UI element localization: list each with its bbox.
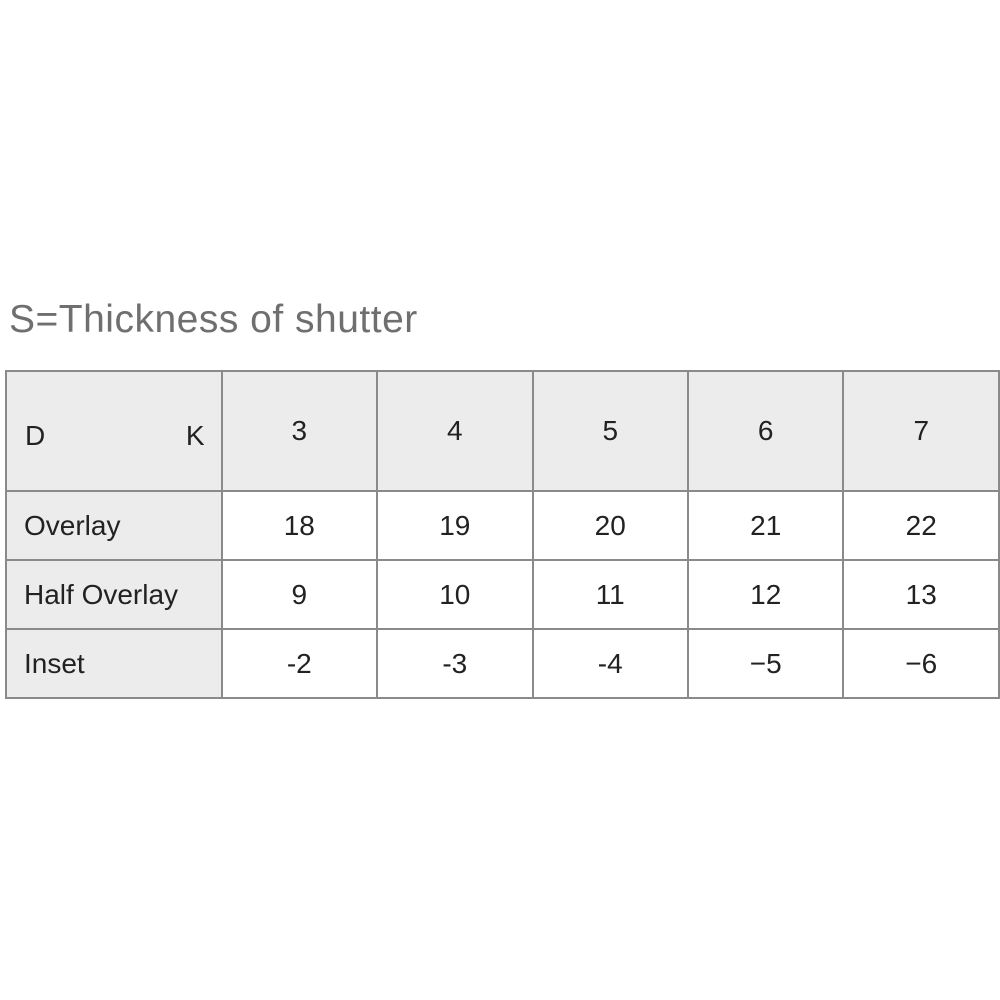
table-cell: -2	[220, 628, 379, 699]
table-cell: 10	[376, 559, 534, 630]
table-row: Half Overlay 9 10 11 12 13	[5, 559, 1000, 630]
row-axis-label: D	[25, 420, 46, 451]
table-cell: 18	[220, 490, 379, 561]
table-cell: -4	[531, 628, 689, 699]
table-cell: 9	[220, 559, 379, 630]
row-header: Inset	[5, 628, 223, 699]
row-header: Half Overlay	[5, 559, 223, 630]
col-axis-label: K	[185, 420, 205, 451]
column-header: 3	[220, 370, 379, 492]
shutter-thickness-table: D K 3 4 5 6 7 Overlay 18 19 20 21 22 Hal…	[5, 370, 1000, 699]
table-cell: −6	[842, 628, 1000, 699]
header-row: D K 3 4 5 6 7	[5, 370, 1000, 492]
table-cell: −5	[686, 628, 845, 699]
column-header: 7	[842, 370, 1000, 492]
table-row: Inset -2 -3 -4 −5 −6	[5, 628, 1000, 699]
table-cell: 21	[686, 490, 845, 561]
table-row: Overlay 18 19 20 21 22	[5, 490, 1000, 561]
table-cell: 22	[842, 490, 1000, 561]
column-header: 4	[376, 370, 534, 492]
corner-cell: D K	[5, 370, 223, 492]
column-header: 6	[686, 370, 845, 492]
column-header: 5	[531, 370, 689, 492]
table-cell: 19	[376, 490, 534, 561]
table-cell: 11	[531, 559, 689, 630]
row-header: Overlay	[5, 490, 223, 561]
table-cell: 13	[842, 559, 1000, 630]
table-cell: 12	[686, 559, 845, 630]
table-cell: -3	[376, 628, 534, 699]
table-cell: 20	[531, 490, 689, 561]
table-title: S=Thickness of shutter	[9, 298, 418, 341]
